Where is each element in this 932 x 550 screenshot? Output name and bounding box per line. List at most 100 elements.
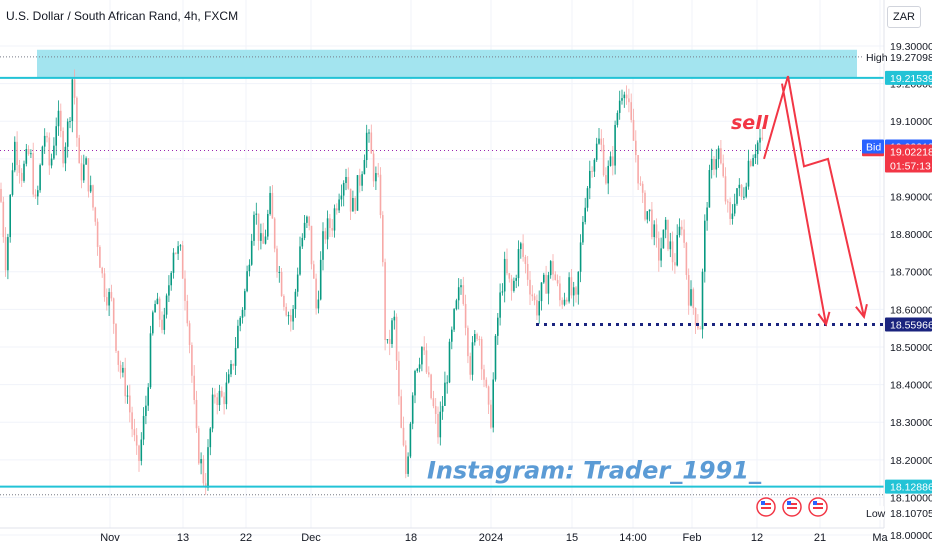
projection-arrows[interactable] [763,75,868,327]
candle-body [310,225,313,265]
candle-body [292,308,294,322]
candle-body [207,447,209,488]
direct-projection[interactable] [781,83,827,325]
candle-body [515,278,517,281]
target-price-tag[interactable]: 18.55966 [885,317,932,332]
time-tick-label: 12 [751,532,763,544]
candle-body [250,240,253,265]
candle-body [683,229,685,243]
candle-body [409,423,412,457]
candle-body [308,216,310,226]
candle-body [246,271,248,292]
candle-body [623,94,626,99]
economic-events[interactable] [756,497,828,517]
currency-selector[interactable]: ZAR [887,6,921,28]
candle-body [720,148,722,164]
candle-body [434,406,437,414]
candle-body [9,194,11,238]
candle-body [750,160,752,166]
price-tick-label: 18.80000 [890,229,932,241]
candle-body [18,165,21,173]
candle-body [37,190,39,197]
candle-body [533,296,536,301]
candles [0,69,764,495]
candle-body [727,201,729,203]
price-tick-label: 18.90000 [890,191,932,203]
candle-body [209,428,212,448]
candle-body [724,176,727,202]
us-flag-icon[interactable] [782,497,802,517]
candle-body [648,209,651,212]
candle-body [761,137,764,139]
candle-body [552,261,554,275]
candle-body [637,155,639,184]
candle-body [556,280,559,284]
candle-body [538,301,540,316]
candle-body [64,146,67,164]
candle-body [609,156,612,166]
candle-body [453,309,455,330]
candle-body [469,356,471,375]
resistance-price-tag[interactable]: 19.21539 [885,70,932,85]
price-tick-label: 18.40000 [890,380,932,392]
time-tick-label: Nov [100,532,120,544]
candle-body [60,110,62,132]
candle-body [526,263,529,280]
candle-body [32,153,34,195]
candle-body [704,220,706,272]
candle-body [400,396,402,428]
candle-body [27,148,30,155]
candle-body [492,379,494,428]
zigzag-projection[interactable] [763,75,865,318]
candle-body [536,300,538,316]
candle-body [602,144,605,176]
candle-body [326,218,329,240]
candle-body [681,226,683,230]
candle-body [278,271,281,273]
us-flag-icon[interactable] [808,497,828,517]
candle-body [416,368,419,371]
sell-annotation: sell [731,112,769,134]
candle-body [660,248,662,261]
last-price-tag[interactable]: 19.02218 01:57:13 [885,144,932,173]
candle-body [165,295,168,315]
candle-body [299,246,301,275]
candle-body [177,246,179,254]
candle-body [605,175,607,184]
candle-body [262,233,264,244]
candle-body [501,291,504,293]
candle-body [264,236,267,244]
candle-body [582,221,584,243]
candle-body [699,328,701,330]
resistance-zone[interactable] [37,49,857,78]
candle-body [738,184,741,189]
candle-body [322,231,324,260]
candle-body [733,203,736,214]
candle-body [729,202,731,219]
candle-body [510,278,513,291]
price-axis[interactable]: 19.3000019.2000019.1000019.0000018.90000… [862,0,932,542]
candle-body [46,135,48,138]
us-flag-icon[interactable] [756,497,776,517]
candle-body [347,176,350,189]
candle-body [108,292,110,306]
candle-body [375,173,377,182]
candle-body [579,242,582,272]
candle-body [377,173,379,175]
time-axis[interactable]: Nov 13 22 Dec 18 2024 15 14:00 Feb 12 21 Ma [0,527,889,544]
candle-body [395,316,398,361]
candle-body [644,192,646,220]
candle-body [476,333,478,339]
low-price-tag[interactable]: 18.10705 Low [862,505,932,520]
candle-body [110,292,113,299]
candle-body [103,273,106,298]
candle-body [446,382,448,384]
candle-body [333,208,336,231]
support-price-tag[interactable]: 18.12886 [885,479,932,494]
candle-body [444,382,446,406]
candle-body [471,342,474,375]
symbol-title[interactable]: U.S. Dollar / South African Rand, 4h, FX… [6,9,239,23]
candle-body [94,207,97,222]
